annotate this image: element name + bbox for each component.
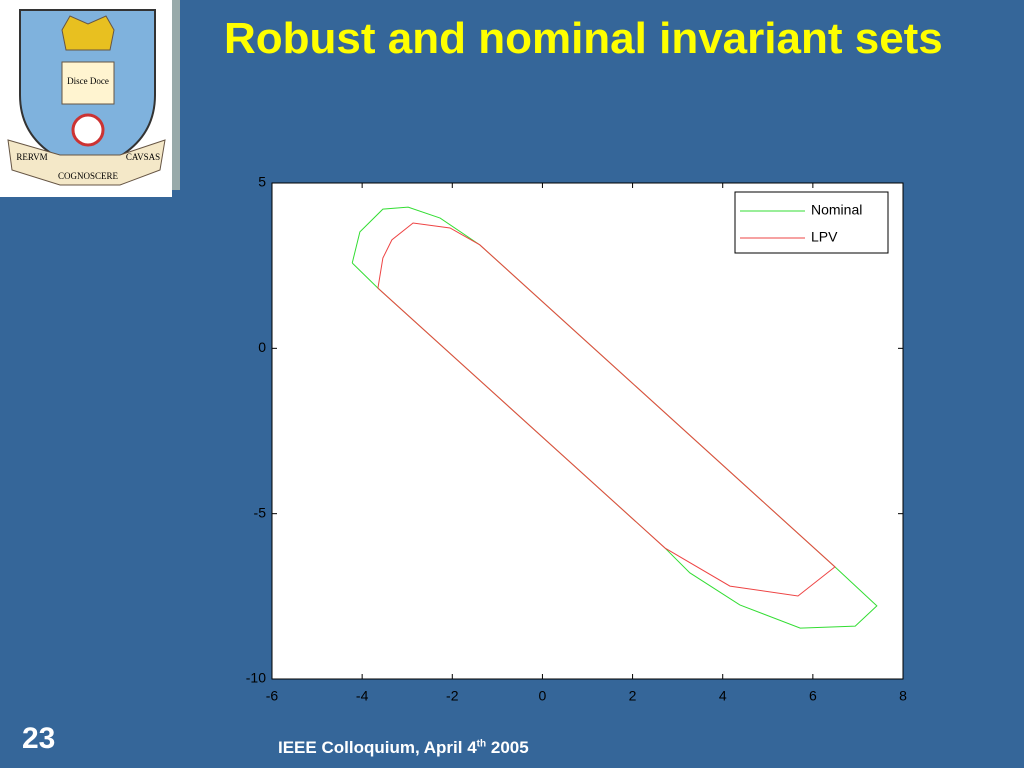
motto: COGNOSCERE: [58, 171, 119, 181]
x-tick-label: 0: [539, 688, 547, 704]
footer: IEEE Colloquium, April 4th 2005: [278, 738, 529, 758]
book-text: Disce Doce: [67, 76, 109, 86]
motto: CAVSAS: [126, 152, 160, 162]
footer-sup: th: [476, 738, 487, 750]
series-line: [351, 206, 878, 629]
x-tick-label: 8: [899, 688, 907, 704]
x-tick-label: 6: [809, 688, 817, 704]
book: [61, 61, 115, 105]
crown: [61, 15, 115, 51]
y-tick-label: 0: [258, 339, 266, 355]
footer-text: IEEE Colloquium, April 4: [278, 738, 477, 757]
y-tick-label: -10: [246, 670, 266, 686]
x-tick-label: -2: [446, 688, 459, 704]
plot-area: [271, 182, 904, 680]
legend-label: LPV: [811, 229, 838, 245]
logo-shadow: [172, 0, 180, 190]
motto: RERVM: [16, 152, 47, 162]
series-line: [377, 222, 836, 597]
page-number: 23: [22, 722, 56, 755]
slide-title: Robust and nominal invariant sets: [224, 14, 943, 63]
x-tick-label: 4: [719, 688, 727, 704]
rose: [71, 113, 105, 147]
footer-year: 2005: [490, 738, 529, 757]
scroll: [7, 139, 166, 186]
x-tick-label: -4: [356, 688, 369, 704]
y-tick-label: -5: [254, 504, 267, 520]
legend-box: [734, 191, 889, 254]
x-tick-label: 2: [629, 688, 637, 704]
logo: Disce Doce RERVM COGNOSCERE CAVSAS: [0, 0, 180, 197]
legend-label: Nominal: [811, 202, 862, 218]
y-tick-label: 5: [258, 174, 266, 190]
x-tick-label: -6: [266, 688, 279, 704]
